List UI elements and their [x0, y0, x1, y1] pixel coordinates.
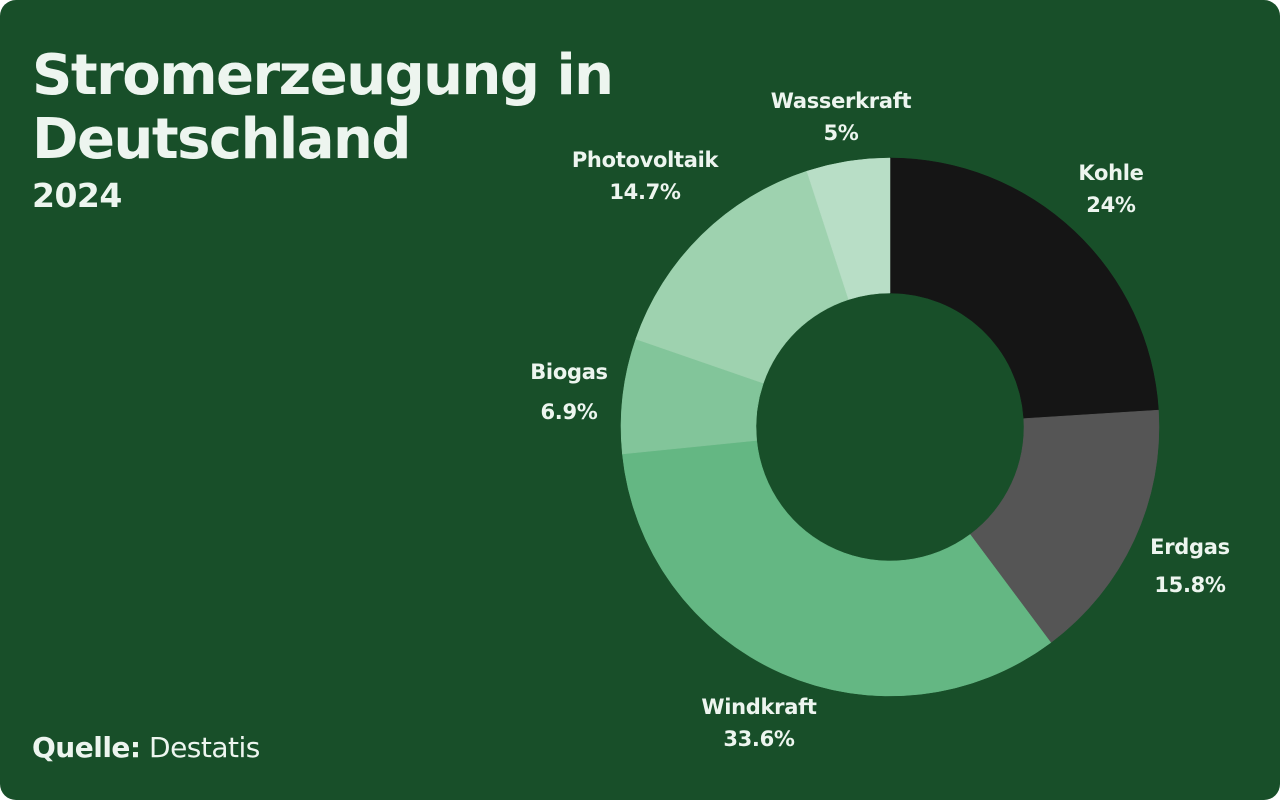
slice-name: Wasserkraft [770, 89, 912, 113]
slice-name: Erdgas [1150, 535, 1230, 559]
source-label: Quelle: [32, 731, 141, 764]
slice-name: Windkraft [701, 695, 817, 719]
label-erdgas: Erdgas 15.8% [1150, 528, 1230, 604]
slice-value: 33.6% [723, 727, 795, 751]
slice-photovoltaik [635, 170, 849, 384]
slice-wasserkraft [806, 157, 891, 300]
slice-value: 6.9% [540, 400, 598, 424]
slice-value: 15.8% [1154, 573, 1226, 597]
slice-kohle [889, 157, 1159, 419]
label-photovoltaik: Photovoltaik 14.7% [571, 144, 719, 208]
source-value: Destatis [149, 731, 260, 764]
label-kohle: Kohle 24% [1078, 157, 1144, 221]
slice-value: 5% [823, 121, 859, 145]
slice-windkraft [622, 440, 1052, 697]
label-wasserkraft: Wasserkraft 5% [771, 85, 912, 149]
slice-name: Photovoltaik [571, 148, 719, 172]
label-windkraft: Windkraft 33.6% [701, 691, 817, 755]
source-note: Quelle: Destatis [32, 730, 260, 766]
slice-value: 14.7% [609, 180, 681, 204]
slice-name: Biogas [530, 360, 608, 384]
label-biogas: Biogas 6.9% [530, 352, 608, 432]
chart-subtitle: 2024 [32, 176, 122, 215]
chart-title: Stromerzeugung in Deutschland [32, 43, 614, 172]
slice-name: Kohle [1078, 161, 1144, 185]
slice-erdgas [969, 409, 1160, 643]
slice-value: 24% [1086, 193, 1136, 217]
